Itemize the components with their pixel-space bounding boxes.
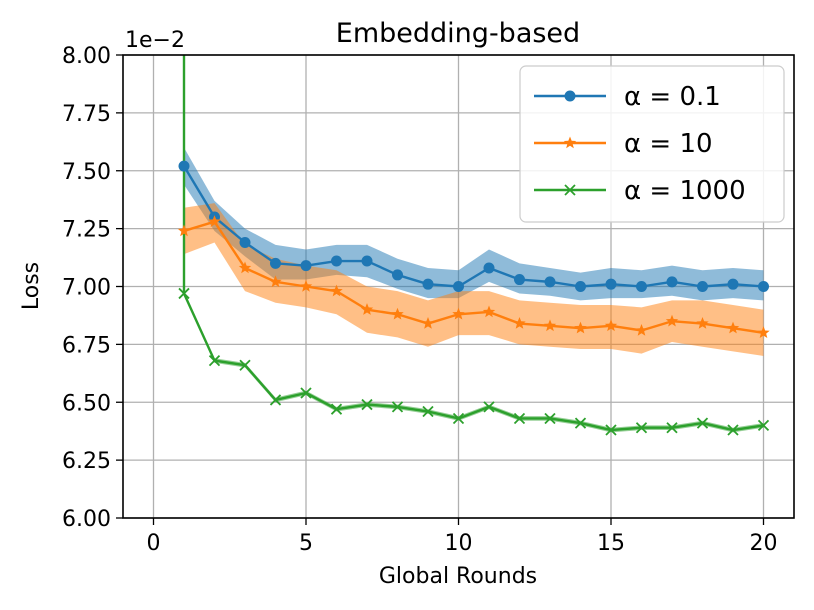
x-tick-label: 20 <box>750 531 778 556</box>
x-tick-label: 5 <box>299 531 313 556</box>
y-tick-label: 6.25 <box>62 449 111 474</box>
point-series-0 <box>636 281 647 292</box>
point-series-1 <box>696 317 709 329</box>
y-axis-label: Loss <box>19 262 44 310</box>
point-series-1 <box>635 323 648 336</box>
point-series-2 <box>178 287 190 300</box>
y-tick-label: 7.75 <box>62 102 111 127</box>
point-series-2 <box>544 412 556 425</box>
point-series-1 <box>177 224 191 237</box>
point-series-2 <box>727 424 739 436</box>
legend-marker-2 <box>564 184 576 196</box>
chart-title: Embedding-based <box>336 18 580 49</box>
point-series-2 <box>391 401 404 413</box>
point-series-1 <box>574 321 587 334</box>
point-series-1 <box>360 303 374 315</box>
series-markers <box>177 160 770 436</box>
point-series-0 <box>239 237 251 249</box>
point-series-1 <box>330 284 343 297</box>
point-series-0 <box>514 274 525 286</box>
point-series-0 <box>422 278 434 290</box>
point-series-1 <box>665 314 679 327</box>
y-tick-label: 7.00 <box>62 276 111 301</box>
point-series-0 <box>605 278 617 290</box>
y-tick-label: 7.50 <box>62 160 111 185</box>
point-series-1 <box>726 321 740 334</box>
point-series-0 <box>300 260 312 272</box>
point-series-0 <box>453 281 464 292</box>
x-tick-label: 10 <box>445 531 473 556</box>
point-series-2 <box>696 417 709 429</box>
legend-marker-1 <box>563 136 577 149</box>
point-series-2 <box>330 403 343 415</box>
point-series-0 <box>392 269 403 281</box>
point-series-2 <box>635 422 648 434</box>
point-series-0 <box>575 281 586 292</box>
axis-ticks: 0 5 10 15 20 6.00 6.25 6.50 6.75 7.00 7.25 7.50 7.75… <box>62 44 777 556</box>
y-tick-label: 6.75 <box>62 333 111 358</box>
y-tick-label: 7.25 <box>62 218 111 243</box>
y-tick-label: 6.50 <box>62 391 111 416</box>
legend-box <box>519 65 785 223</box>
point-series-1 <box>269 275 282 288</box>
point-series-2 <box>757 419 770 432</box>
point-series-0 <box>270 257 281 269</box>
point-series-1 <box>604 319 618 332</box>
point-series-1 <box>452 307 465 320</box>
point-series-2 <box>513 412 526 425</box>
x-tick-label: 0 <box>147 531 161 556</box>
line-series-1 <box>183 220 764 334</box>
point-series-0 <box>666 276 678 288</box>
y-tick-label: 6.00 <box>62 507 111 532</box>
legend-label-2: α = 1000 <box>624 176 746 206</box>
point-series-0 <box>758 281 769 292</box>
point-series-0 <box>178 160 190 172</box>
point-series-2 <box>574 417 587 429</box>
point-series-1 <box>391 307 404 320</box>
x-tick-label: 15 <box>597 531 625 556</box>
point-series-1 <box>482 305 496 318</box>
point-series-0 <box>483 262 495 274</box>
legend-label-1: α = 10 <box>624 129 713 159</box>
plot-frame <box>122 54 795 519</box>
point-series-2 <box>452 412 465 425</box>
point-series-1 <box>421 317 435 329</box>
point-series-1 <box>757 326 770 339</box>
x-axis-label: Global Rounds <box>379 564 537 589</box>
point-series-0 <box>331 255 342 267</box>
point-series-1 <box>299 280 313 292</box>
point-series-0 <box>544 276 556 288</box>
point-series-2 <box>300 387 312 399</box>
point-series-0 <box>361 255 373 267</box>
point-series-1 <box>513 317 526 329</box>
point-series-0 <box>697 281 708 292</box>
point-series-1 <box>543 319 557 332</box>
point-series-2 <box>208 354 221 367</box>
legend-label-0: α = 0.1 <box>624 82 721 112</box>
point-series-2 <box>239 359 251 371</box>
y-offset-text: 1e−2 <box>125 28 185 53</box>
point-series-2 <box>361 398 373 411</box>
point-series-0 <box>727 278 739 290</box>
point-series-1 <box>208 215 221 227</box>
point-series-2 <box>666 422 678 434</box>
point-series-2 <box>605 424 617 436</box>
point-series-1 <box>238 261 252 274</box>
point-series-2 <box>483 401 495 413</box>
legend: α = 0.1 α = 10 α = 1000 <box>519 65 785 223</box>
point-series-2 <box>269 394 282 406</box>
band-series-1 <box>184 203 764 356</box>
legend-marker-0 <box>564 90 576 102</box>
point-series-2 <box>422 405 434 418</box>
y-tick-label: 8.00 <box>62 44 111 69</box>
